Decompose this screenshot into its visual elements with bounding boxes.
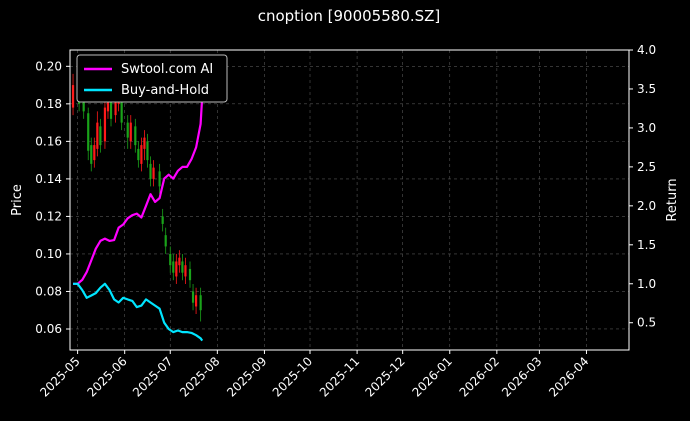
candle (161, 208, 164, 232)
candle-body (126, 122, 129, 138)
y-left-tick-label: 0.06 (35, 322, 62, 336)
y-left-tick-label: 0.12 (35, 209, 62, 223)
candle (188, 261, 192, 288)
candle-body (194, 295, 198, 307)
candle (178, 250, 181, 273)
y-right-tick-label: 2.0 (637, 199, 656, 213)
candle-body (93, 145, 96, 161)
candle-body (71, 85, 75, 108)
y-right-tick-label: 2.5 (637, 160, 656, 174)
candle (158, 163, 161, 194)
y-left-tick-label: 0.18 (35, 97, 62, 111)
candle-body (172, 261, 175, 273)
candle-body (90, 145, 93, 164)
y-axis-left-label: Price (10, 184, 25, 216)
candle-body (188, 268, 192, 281)
candle-body (109, 100, 113, 119)
candle-body (181, 261, 184, 273)
candle-body (134, 126, 137, 146)
candle-body (191, 291, 195, 303)
candle (181, 253, 184, 281)
candle (129, 115, 132, 149)
candle-body (169, 253, 172, 266)
y-right-tick-label: 3.0 (637, 121, 656, 135)
y-right-tick-label: 0.5 (637, 316, 656, 330)
candle (71, 73, 75, 116)
candle (140, 137, 143, 172)
candle-body (164, 235, 167, 247)
candle-body (178, 257, 181, 266)
candle (126, 115, 129, 149)
candle-body (120, 92, 123, 123)
series-line-strategy (73, 96, 204, 285)
candle (199, 287, 202, 322)
candle-body (99, 126, 102, 146)
candle-body (129, 122, 132, 142)
candle-body (103, 107, 107, 142)
legend: Swtool.com AI Buy-and-Hold (76, 54, 228, 103)
candle (152, 160, 155, 187)
series-line-benchmark (73, 282, 204, 342)
candle (93, 137, 96, 168)
candle (184, 257, 187, 284)
candle (149, 156, 152, 187)
y-left-tick-label: 0.14 (35, 172, 62, 186)
y-left-tick-label: 0.08 (35, 284, 62, 298)
candle (164, 227, 167, 254)
y-axis-right-label: Return (665, 178, 680, 221)
candle-body (87, 113, 90, 151)
candle-body (143, 137, 146, 149)
candle (99, 118, 102, 153)
legend-box (76, 54, 228, 103)
legend-label-strategy: Swtool.com AI (121, 62, 213, 77)
y-right-tick-label: 4.0 (637, 43, 656, 57)
candle (191, 283, 195, 311)
candle (137, 141, 140, 168)
candle-body (199, 295, 202, 311)
series-lines (73, 96, 204, 342)
chart-title: cnoption [90005580.SZ] (258, 7, 441, 25)
legend-label-benchmark: Buy-and-Hold (121, 83, 209, 98)
candle (90, 137, 93, 172)
candle-body (96, 122, 99, 149)
candle (134, 118, 137, 153)
candle-body (106, 96, 110, 112)
candle-body (140, 145, 143, 164)
y-right-tick-label: 3.5 (637, 82, 656, 96)
y-left-tick-label: 0.10 (35, 247, 62, 261)
candle-body (158, 171, 161, 187)
y-right-tick-label: 1.0 (637, 277, 656, 291)
candle (143, 130, 146, 161)
candle-body (137, 148, 140, 161)
candle (172, 253, 175, 281)
y-right-tick-label: 1.5 (637, 238, 656, 252)
candle (103, 100, 107, 149)
candle-body (114, 100, 117, 116)
candle (146, 133, 149, 168)
y-left-tick-label: 0.16 (35, 134, 62, 148)
candle-body (175, 261, 178, 277)
candle-body (149, 163, 152, 179)
plot-frame (69, 49, 630, 351)
candle (169, 246, 172, 273)
candle (87, 107, 90, 161)
candle (175, 253, 178, 284)
candle-body (146, 141, 149, 161)
candle-body (161, 216, 164, 224)
candle-body (152, 167, 155, 179)
candle (194, 287, 198, 314)
y-left-tick-label: 0.20 (35, 59, 62, 73)
candle (96, 111, 99, 157)
candle-body (184, 265, 187, 277)
candle-body (82, 100, 85, 112)
